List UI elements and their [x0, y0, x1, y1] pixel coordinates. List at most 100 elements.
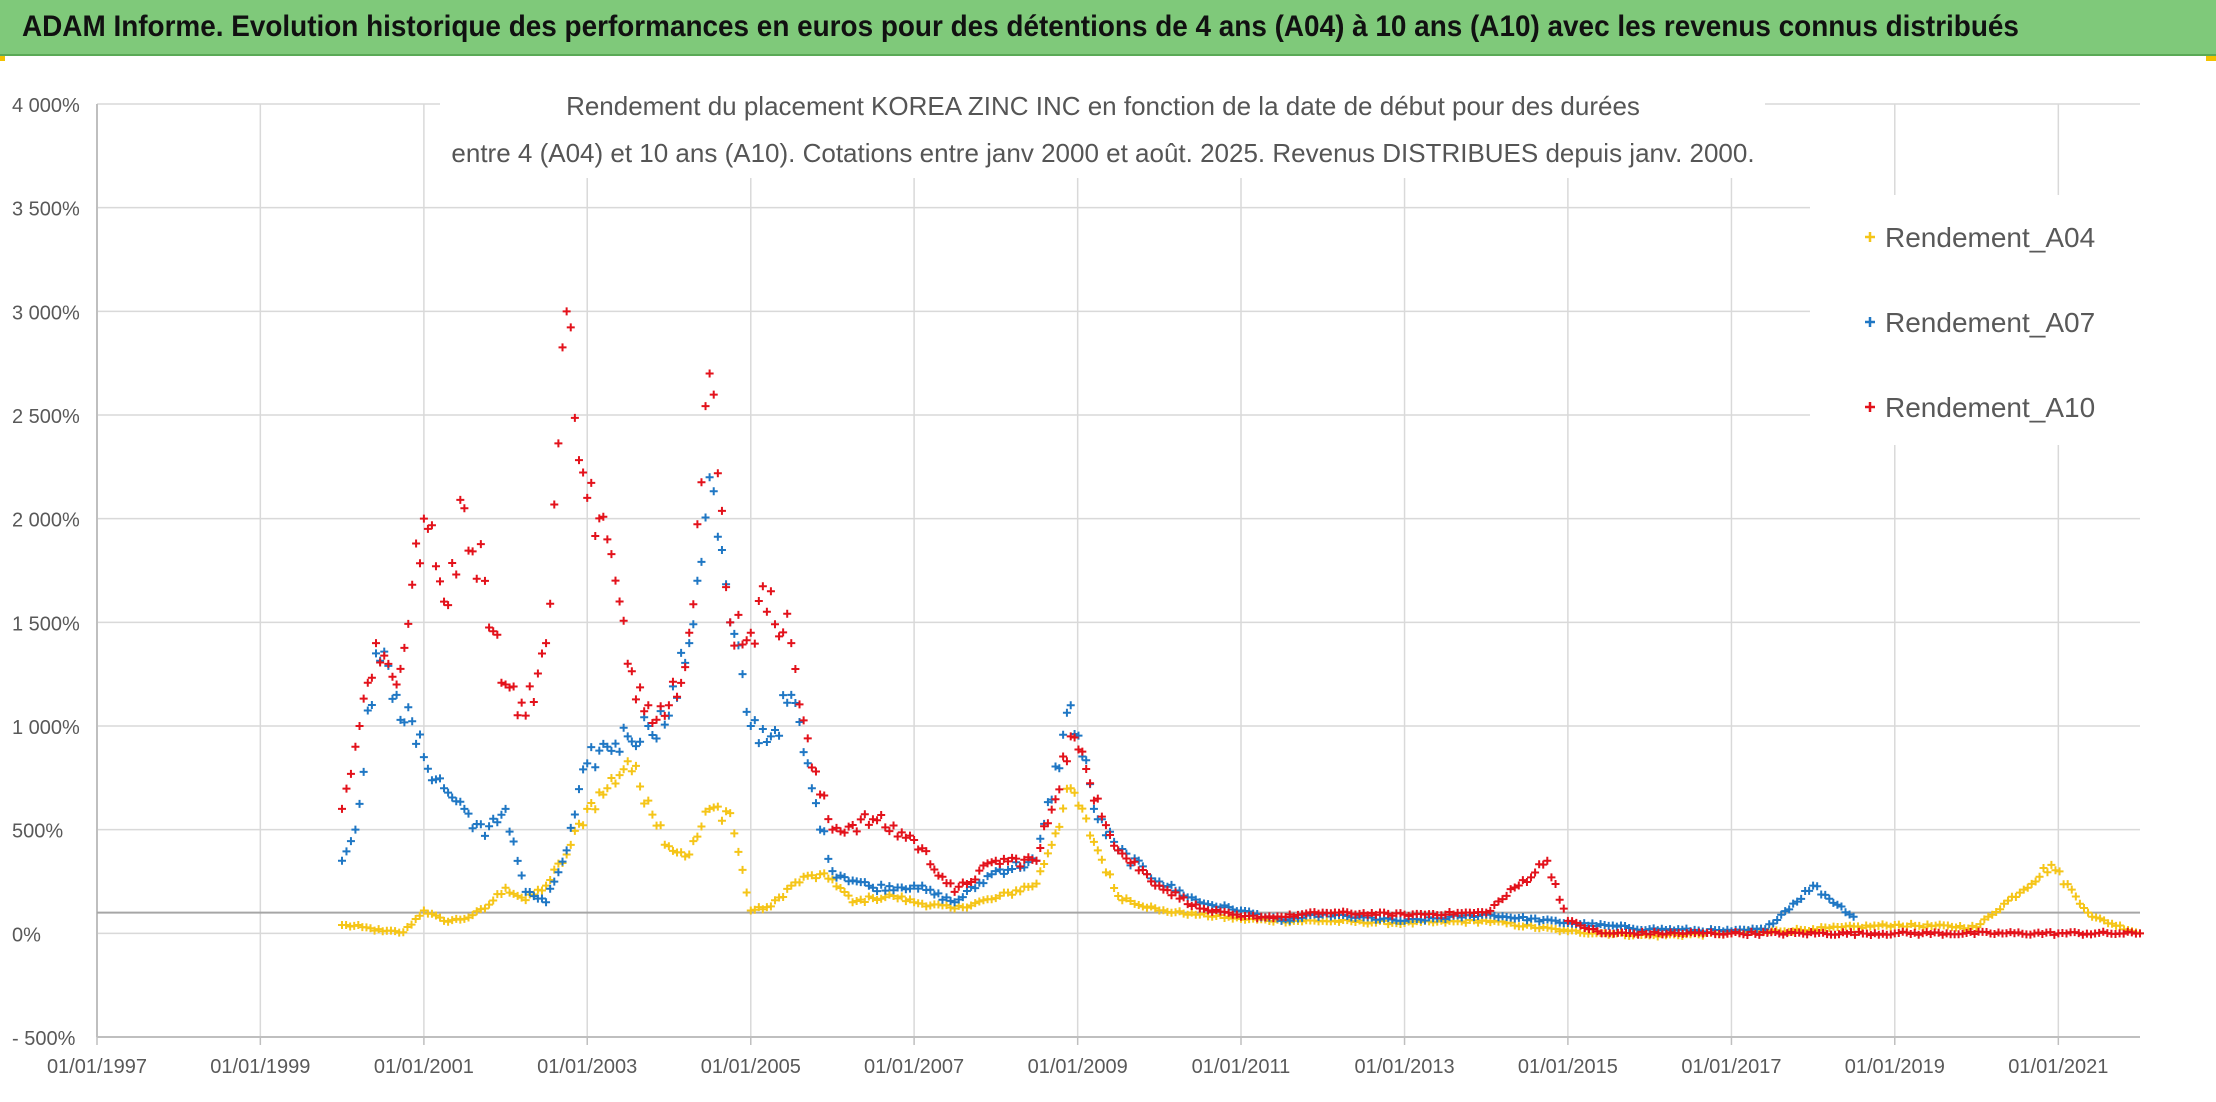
data-point [828, 825, 837, 834]
interp-point [987, 858, 996, 867]
interp-point [762, 737, 771, 746]
interp-point [615, 771, 624, 780]
interp-point [926, 901, 935, 910]
interp-point [566, 840, 575, 849]
interp-point [905, 831, 914, 840]
interp-point [1976, 920, 1985, 929]
data-point [603, 742, 612, 751]
interp-point [1388, 911, 1397, 920]
interp-point [848, 821, 857, 830]
x-axis-ticks: 01/01/1997 01/01/1999 01/01/2001 01/01/2003… [47, 1056, 2108, 1078]
interp-point [1138, 902, 1147, 911]
interp-point [367, 673, 376, 682]
interp-point [1751, 929, 1760, 938]
interp-point [730, 641, 739, 650]
interp-point [885, 890, 894, 899]
interp-point [897, 828, 906, 837]
interp-point [1171, 888, 1180, 897]
interp-point [513, 711, 522, 720]
interp-point [942, 901, 951, 910]
interp-point [844, 891, 853, 900]
interp-point [599, 739, 608, 748]
interp-point [918, 881, 927, 890]
interp-point [591, 763, 600, 772]
interp-point [1134, 901, 1143, 910]
interp-point [1265, 912, 1274, 921]
interp-point [958, 893, 967, 902]
interp-point [1923, 920, 1932, 929]
interp-point [914, 845, 923, 854]
interp-point [1990, 930, 1999, 939]
series-Rendement_A04 [337, 757, 2144, 941]
data-point [787, 881, 796, 890]
interp-point [1016, 887, 1025, 896]
interp-point [1445, 907, 1454, 916]
x-tick-label: 01/01/2017 [1681, 1056, 1781, 1078]
interp-point [636, 683, 645, 692]
interp-point [1555, 895, 1564, 904]
interp-point [412, 539, 421, 548]
interp-point [579, 468, 588, 477]
interp-point [681, 663, 690, 672]
data-point [399, 928, 408, 937]
data-point [562, 846, 571, 855]
interp-point [566, 823, 575, 832]
interp-point [354, 921, 363, 930]
interp-point [1003, 857, 1012, 866]
interp-point [1494, 913, 1503, 922]
interp-point [1051, 829, 1060, 838]
interp-point [656, 702, 665, 711]
interp-point [938, 872, 947, 881]
interp-point [570, 413, 579, 422]
interp-point [1187, 893, 1196, 902]
interp-point [403, 922, 412, 931]
interp-point [836, 827, 845, 836]
interp-point [1894, 929, 1903, 938]
data-point [623, 732, 632, 741]
interp-point [1142, 870, 1151, 879]
interp-point [631, 761, 640, 770]
interp-point [783, 884, 792, 893]
interp-point [1918, 929, 1927, 938]
interp-point [779, 893, 788, 902]
interp-point [1363, 911, 1372, 920]
interp-point [408, 717, 417, 726]
interp-point [742, 707, 751, 716]
interp-point [1208, 907, 1217, 916]
y-tick-label: 1 000% [12, 717, 80, 739]
legend-item: Rendement_A07 [1865, 307, 2095, 338]
interp-point [1805, 886, 1814, 895]
interp-point [1870, 929, 1879, 938]
interp-point [856, 815, 865, 824]
series-Rendement_A10 [337, 307, 2144, 939]
interp-point [1281, 913, 1290, 922]
data-point [1114, 892, 1123, 901]
data-point [705, 473, 714, 482]
interp-point [1878, 920, 1887, 929]
interp-point [1070, 733, 1079, 742]
interp-point [1130, 899, 1139, 908]
interp-point [934, 889, 943, 898]
interp-point [1285, 910, 1294, 919]
interp-point [2055, 867, 2064, 876]
interp-point [579, 821, 588, 830]
interp-point [1106, 831, 1115, 840]
interp-point [2119, 929, 2128, 938]
interp-point [975, 866, 984, 875]
y-tick-label: 3 000% [12, 302, 80, 324]
interp-point [750, 639, 759, 648]
data-point [991, 894, 1000, 903]
interp-point [517, 871, 526, 880]
interp-point [1020, 855, 1029, 864]
interp-point [1008, 864, 1017, 873]
interp-point [660, 720, 669, 729]
interp-point [918, 899, 927, 908]
interp-point [615, 597, 624, 606]
interp-point [1931, 921, 1940, 930]
interp-point [607, 746, 616, 755]
interp-point [1175, 886, 1184, 895]
interp-point [591, 531, 600, 540]
interp-point [464, 913, 473, 922]
interp-point [1051, 762, 1060, 771]
y-tick-label: 2 000% [12, 510, 80, 532]
